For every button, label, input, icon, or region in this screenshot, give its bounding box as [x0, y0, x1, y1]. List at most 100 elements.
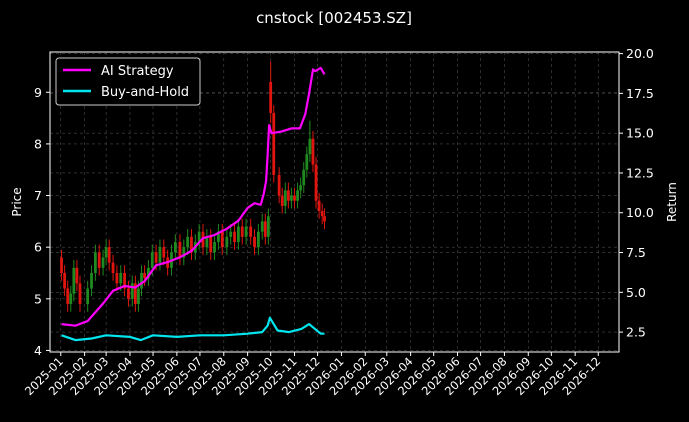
candle-body	[236, 226, 240, 243]
candle-body	[240, 226, 244, 237]
candle-body	[229, 231, 233, 237]
x-axis: 2025-012025-022025-032025-042025-052025-…	[22, 352, 603, 398]
candle-body	[213, 242, 216, 253]
y2-tick-label: 2.5	[626, 325, 646, 340]
y-tick-label: 7	[34, 188, 42, 203]
y-tick-label: 8	[34, 136, 42, 151]
candle-body	[60, 257, 63, 273]
candle-body	[197, 231, 201, 243]
candle-body	[140, 272, 143, 289]
strategy-line	[61, 66, 326, 327]
candle-body	[127, 288, 130, 299]
y2-tick-label: 5.0	[626, 285, 646, 300]
y2-tick-label: 10.0	[626, 205, 654, 220]
candle-body	[133, 283, 137, 304]
legend: AI Strategy Buy-and-Hold	[55, 57, 201, 106]
candle-body	[104, 247, 108, 258]
lines	[61, 66, 326, 342]
candle-body	[266, 216, 270, 237]
y-tick-label: 5	[34, 291, 42, 306]
candle-body	[101, 257, 105, 268]
y-tick-label: 4	[34, 343, 42, 358]
candle-body	[75, 267, 79, 284]
candle-body	[205, 236, 209, 248]
candle-body	[209, 236, 213, 253]
candle-body	[93, 252, 97, 273]
candle-body	[162, 247, 166, 258]
candle-body	[63, 272, 67, 289]
candle-body	[147, 267, 150, 279]
candle-body	[320, 211, 324, 217]
candle-body	[137, 288, 140, 304]
candle-body	[323, 216, 326, 222]
y-axis-label-right: Return	[665, 182, 679, 222]
candle-body	[277, 174, 281, 196]
legend-label-strategy: AI Strategy	[101, 64, 174, 79]
y-tick-label: 9	[34, 85, 42, 100]
candle-body	[308, 138, 312, 155]
y2-tick-label: 15.0	[626, 126, 654, 141]
legend-label-buyhold: Buy-and-Hold	[101, 85, 189, 100]
candle-body	[90, 272, 93, 289]
candle-body	[286, 190, 290, 201]
candle-body	[249, 226, 253, 237]
candle-body	[216, 231, 220, 243]
candle-body	[150, 252, 154, 268]
candle-body	[260, 221, 264, 232]
candle-body	[190, 236, 193, 253]
candle-body	[283, 190, 287, 206]
candle-body	[280, 195, 284, 206]
candle-body	[311, 138, 315, 165]
y2-tick-label: 20.0	[626, 46, 654, 61]
chart-title: cnstock [002453.SZ]	[256, 9, 412, 27]
candle-body	[130, 283, 134, 299]
candle-body	[253, 236, 256, 248]
legend-box	[55, 57, 201, 106]
candle-body	[293, 195, 296, 201]
candle-body	[158, 247, 162, 263]
y2-tick-label: 7.5	[626, 245, 646, 260]
candle-body	[86, 288, 90, 304]
candles	[60, 61, 326, 312]
y2-tick-label: 17.5	[626, 86, 654, 101]
buyhold-line	[61, 316, 325, 342]
y-axis-left: 4 5 6 7 8 9	[34, 85, 50, 358]
candle-body	[220, 231, 224, 248]
candle-body	[272, 112, 276, 175]
candle-body	[269, 81, 273, 113]
candle-body	[317, 200, 321, 212]
candle-body	[305, 154, 309, 170]
candle-body	[263, 221, 267, 237]
candle-body	[290, 195, 293, 201]
candle-body	[115, 272, 119, 284]
y-tick-label: 6	[34, 240, 42, 255]
y-axis-label-left: Price	[10, 187, 24, 216]
candle-body	[182, 247, 186, 258]
candle-body	[178, 242, 182, 258]
candle-body	[97, 252, 101, 268]
candle-body	[72, 267, 76, 294]
candle-body	[296, 190, 299, 201]
candle-body	[66, 288, 70, 304]
candle-body	[107, 247, 111, 263]
plot-frame	[49, 51, 620, 353]
candle-body	[302, 169, 306, 186]
candle-body	[186, 236, 190, 248]
candle-body	[256, 231, 260, 248]
candle-body	[299, 185, 303, 191]
candle-body	[143, 272, 146, 279]
candle-body	[78, 283, 82, 304]
y-axis-right: 2.5 5.0 7.5 10.0 12.5 15.0 17.5 20.0	[619, 46, 654, 340]
candle-body	[173, 242, 177, 253]
candle-body	[314, 164, 318, 201]
candle-body	[244, 226, 248, 237]
candle-body	[111, 262, 115, 273]
candle-body	[123, 272, 126, 289]
candle-body	[225, 236, 229, 248]
candle-body	[119, 272, 123, 284]
candle-body	[69, 293, 73, 304]
candle-body	[233, 231, 236, 243]
candle-body	[154, 252, 158, 263]
y2-tick-label: 12.5	[626, 165, 654, 180]
